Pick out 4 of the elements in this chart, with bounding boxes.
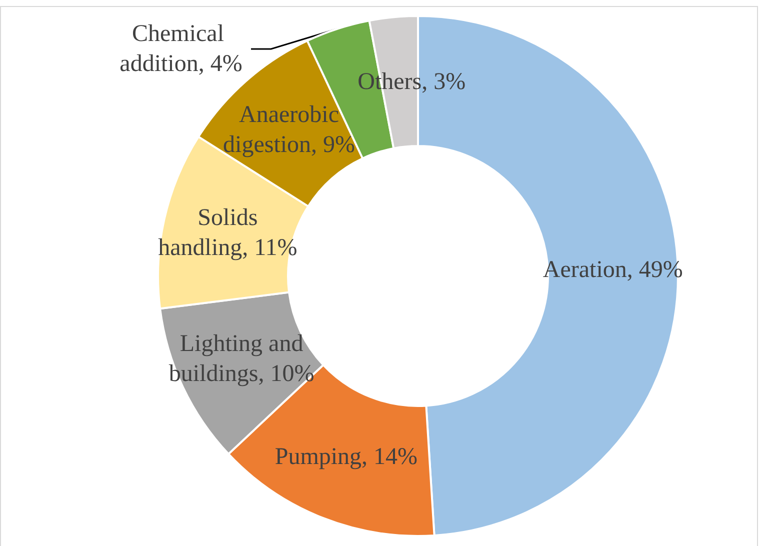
slice-label: Chemical addition, 4%: [120, 21, 242, 77]
slice-label: Pumping, 14%: [274, 443, 419, 472]
slice-label: Solids handling, 11%: [157, 204, 298, 264]
slice-label: Anaerobic digestion, 9%: [222, 100, 356, 160]
